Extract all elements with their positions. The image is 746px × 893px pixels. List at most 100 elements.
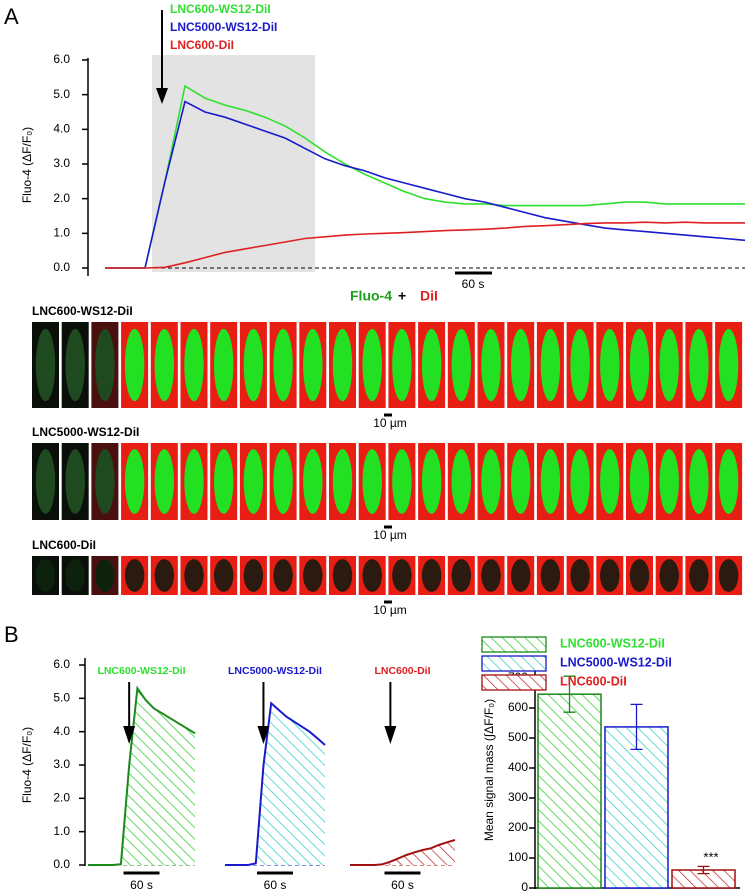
cell <box>481 449 501 514</box>
cell <box>481 559 501 592</box>
error-bar <box>563 675 576 713</box>
cell <box>65 328 85 402</box>
y-tick-label: 2.0 <box>53 191 70 205</box>
cell <box>303 449 323 514</box>
channel-label: DiI <box>420 288 438 304</box>
error-bar <box>697 865 710 875</box>
cell <box>124 449 145 514</box>
y-tick-label: 100 <box>508 850 528 864</box>
cell <box>392 328 412 402</box>
trace-line <box>105 221 745 269</box>
channel-label: Fluo-4 <box>350 288 392 304</box>
trace-line <box>225 701 326 866</box>
scale-bar-label: 10 µm <box>373 416 407 430</box>
y-tick-label: 2.0 <box>53 791 70 805</box>
trace-line <box>88 685 196 866</box>
y-tick-label: 6.0 <box>53 52 70 66</box>
cell <box>570 328 590 402</box>
cell <box>540 328 561 402</box>
cell <box>332 449 353 514</box>
y-tick-label: 0 <box>521 880 528 893</box>
cell <box>481 328 501 402</box>
cell <box>659 559 679 592</box>
arrow-head <box>257 726 270 744</box>
cell <box>659 449 679 514</box>
trace-line <box>350 839 456 866</box>
legend-swatch <box>481 636 547 653</box>
channel-label: + <box>398 288 406 304</box>
cell <box>718 328 739 402</box>
legend-label: LNC600-DiI <box>170 38 234 52</box>
cell <box>718 449 739 514</box>
cell <box>659 328 679 402</box>
cell <box>243 449 264 514</box>
bar <box>537 693 602 889</box>
cell <box>451 559 472 592</box>
legend-label: LNC600-DiI <box>560 674 627 688</box>
arrow-head <box>156 88 168 104</box>
cell <box>303 328 323 402</box>
cell <box>213 449 234 514</box>
legend-label: LNC5000-WS12-DiI <box>170 20 277 34</box>
y-tick-label: 4.0 <box>53 724 70 738</box>
cell <box>540 449 561 514</box>
cell <box>154 449 175 514</box>
cell <box>65 559 85 592</box>
scale-bar-label: 60 s <box>264 878 287 892</box>
legend-swatch <box>481 655 547 672</box>
trace-title: LNC600-DiI <box>374 665 430 677</box>
cell <box>689 328 709 402</box>
area-fill <box>350 840 455 865</box>
cell <box>421 328 442 402</box>
scale-bar-label: 10 µm <box>373 603 407 617</box>
cell <box>35 328 56 402</box>
y-tick-label: 5.0 <box>53 87 70 101</box>
y-tick-label: 200 <box>508 820 528 834</box>
cell <box>154 559 175 592</box>
cell <box>35 449 56 514</box>
y-tick-label: 500 <box>508 730 528 744</box>
cell <box>570 449 590 514</box>
cell <box>629 328 650 402</box>
cell <box>510 328 531 402</box>
cell <box>65 449 85 514</box>
cell <box>570 559 590 592</box>
y-tick-label: 1.0 <box>53 226 70 240</box>
cell <box>213 328 234 402</box>
cell <box>95 449 115 514</box>
arrow-head <box>123 726 136 744</box>
stimulus-shade <box>152 55 315 272</box>
legend-label: LNC600-WS12-DiI <box>170 2 271 16</box>
cell <box>243 559 264 592</box>
panel-letter: A <box>4 4 19 29</box>
cell <box>362 328 382 402</box>
trace-line <box>105 100 746 269</box>
panel-letter: B <box>4 622 19 647</box>
trace-line <box>105 84 745 269</box>
cell <box>540 559 561 592</box>
y-tick-label: 3.0 <box>53 156 70 170</box>
y-tick-label: 0.0 <box>53 857 70 871</box>
y-tick-label: 1.0 <box>53 824 70 838</box>
bar <box>604 726 669 889</box>
row-label: LNC600-WS12-DiI <box>32 304 133 318</box>
cell <box>600 328 620 402</box>
cell <box>124 559 145 592</box>
y-tick-label: 3.0 <box>53 757 70 771</box>
cell <box>273 449 293 514</box>
cell <box>243 328 264 402</box>
cell <box>421 559 442 592</box>
scale-bar-label: 60 s <box>462 277 485 291</box>
y-axis-label: Fluo-4 (ΔF/F₀) <box>20 127 34 203</box>
cell <box>600 449 620 514</box>
cell <box>184 449 204 514</box>
cell <box>689 559 709 592</box>
cell <box>392 559 412 592</box>
cell <box>718 559 739 592</box>
area-fill <box>88 688 195 865</box>
cell <box>154 328 175 402</box>
cell <box>273 559 293 592</box>
cell <box>600 559 620 592</box>
cell <box>95 559 115 592</box>
